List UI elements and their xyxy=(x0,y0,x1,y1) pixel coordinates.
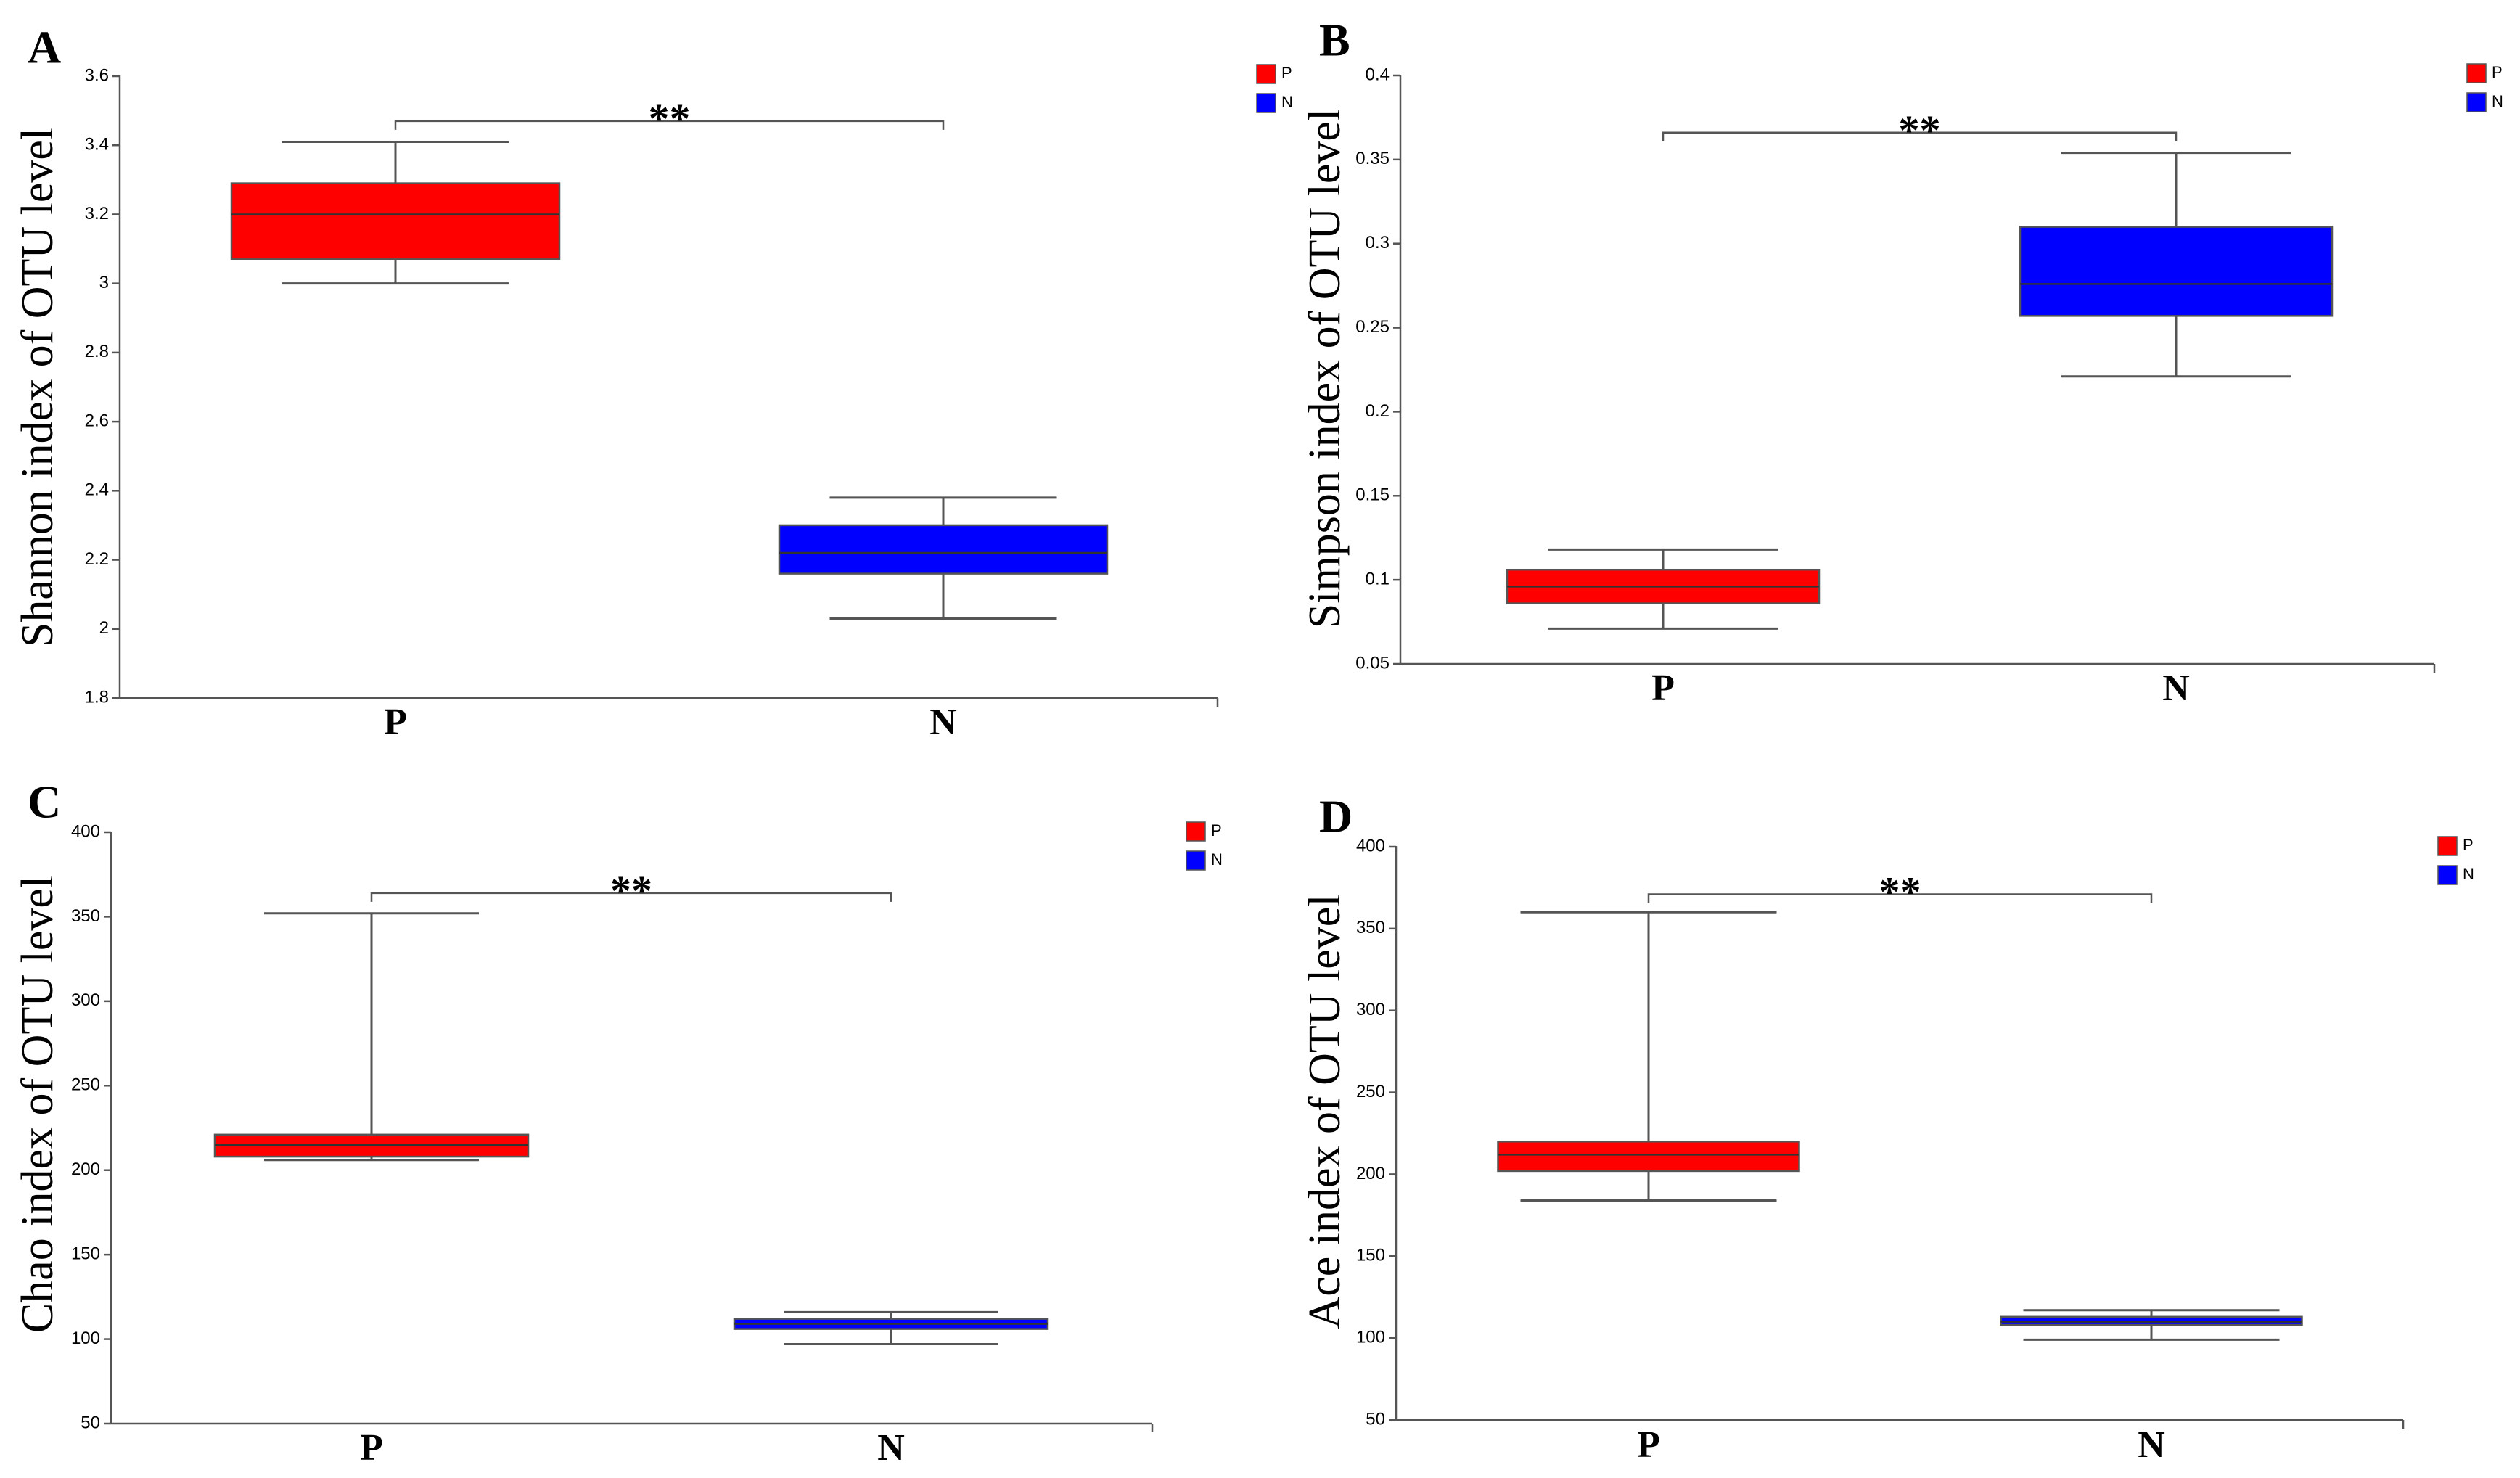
box-n xyxy=(733,1310,1049,1346)
x-category-label-p: P xyxy=(360,1427,383,1469)
y-tick-label: 0.2 xyxy=(1366,401,1390,421)
y-tick-label: 3 xyxy=(99,273,109,292)
panel-label-a: A xyxy=(28,22,61,73)
y-tick-label: 400 xyxy=(1356,836,1385,855)
box-p xyxy=(213,912,530,1162)
legend-label-n: N xyxy=(1281,93,1293,111)
box-n xyxy=(2019,152,2334,378)
box-n xyxy=(2000,1309,2303,1341)
y-tick-label: 0.3 xyxy=(1366,233,1390,253)
y-tick-label: 150 xyxy=(1356,1246,1385,1265)
box-p xyxy=(1506,548,1821,630)
y-tick-label: 2.2 xyxy=(85,549,109,569)
legend-swatch-n xyxy=(1186,850,1206,871)
y-axis-title: Shannon index of OTU level xyxy=(13,128,62,647)
y-tick-label: 2.6 xyxy=(85,411,109,430)
y-tick-label: 300 xyxy=(71,990,100,1010)
legend-swatch-p xyxy=(2437,836,2458,856)
y-tick-label: 3.2 xyxy=(85,204,109,223)
y-tick-label: 3.6 xyxy=(85,65,109,85)
y-tick-label: 300 xyxy=(1356,1000,1385,1019)
y-tick-label: 0.15 xyxy=(1355,485,1390,505)
panel-label-c: C xyxy=(28,776,61,828)
x-category-label-p: P xyxy=(1637,1424,1660,1466)
significance-bracket xyxy=(1647,893,2153,903)
panel-b: B Simpson index of OTU level 0.05 0.1 0.15 0.… xyxy=(1300,15,2503,709)
significance-bracket xyxy=(394,120,945,130)
significance-bracket xyxy=(1662,131,2178,141)
legend-swatch-p xyxy=(2466,63,2487,83)
y-tick-label: 200 xyxy=(71,1159,100,1179)
y-tick-label: 50 xyxy=(1366,1409,1385,1429)
y-tick-label: 250 xyxy=(71,1075,100,1095)
legend-swatch-p xyxy=(1186,821,1206,842)
legend-swatch-n xyxy=(2466,92,2487,112)
box-p xyxy=(1497,911,1800,1202)
x-category-label-n: N xyxy=(877,1427,905,1469)
y-tick-label: 0.05 xyxy=(1355,653,1390,673)
x-category-label-n: N xyxy=(2138,1424,2165,1466)
y-tick-label: 350 xyxy=(1356,918,1385,937)
y-tick-label: 2 xyxy=(99,618,109,638)
legend-swatch-n xyxy=(2437,865,2458,885)
y-tick-label: 150 xyxy=(71,1244,100,1263)
y-tick-label: 0.25 xyxy=(1355,317,1390,337)
y-tick-label: 0.1 xyxy=(1366,569,1390,588)
y-tick-label: 350 xyxy=(71,906,100,926)
legend-label-p: P xyxy=(1281,64,1292,82)
y-tick-label: 2.8 xyxy=(85,342,109,361)
legend-label-n: N xyxy=(1211,850,1223,869)
panel-label-b: B xyxy=(1319,15,1350,66)
box-p xyxy=(230,140,561,285)
legend-label-p: P xyxy=(2463,836,2474,854)
y-tick-label: 1.8 xyxy=(85,687,109,707)
significance-stars: ** xyxy=(1879,868,1921,915)
x-category-label-n: N xyxy=(929,702,957,743)
y-tick-label: 50 xyxy=(81,1413,100,1432)
y-tick-label: 100 xyxy=(1356,1327,1385,1347)
y-axis-title: Chao index of OTU level xyxy=(13,876,62,1333)
y-tick-label: 0.4 xyxy=(1366,65,1390,84)
y-tick-label: 3.4 xyxy=(85,135,109,155)
box-body-p xyxy=(230,182,561,260)
legend-label-p: P xyxy=(2492,63,2503,81)
y-axis-title: Simpson index of OTU level xyxy=(1300,109,1350,628)
x-category-label-p: P xyxy=(1651,668,1675,709)
y-tick-label: 100 xyxy=(71,1329,100,1348)
y-tick-label: 400 xyxy=(71,821,100,841)
significance-stars: ** xyxy=(1899,107,1941,154)
significance-stars: ** xyxy=(649,95,691,142)
significance-stars: ** xyxy=(610,867,652,914)
box-body-n xyxy=(2019,226,2334,317)
y-tick-label: 2.4 xyxy=(85,480,109,500)
y-tick-label: 0.35 xyxy=(1355,149,1390,168)
box-body-n xyxy=(778,524,1109,575)
y-tick-label: 200 xyxy=(1356,1164,1385,1183)
legend-swatch-n xyxy=(1256,93,1276,113)
panel-c: C Chao index of OTU level 50 100 150 200 250 30… xyxy=(13,776,1223,1469)
panel-a: A Shannon index of OTU level 1.8 2 2.2 2.4 2.6… xyxy=(13,22,1293,743)
panel-label-d: D xyxy=(1319,791,1353,842)
y-axis-title: Ace index of OTU level xyxy=(1300,894,1350,1329)
x-category-label-n: N xyxy=(2162,668,2190,709)
legend-label-n: N xyxy=(2492,92,2503,110)
box-body-p xyxy=(1497,1141,1800,1173)
legend-swatch-p xyxy=(1256,64,1276,84)
legend-label-p: P xyxy=(1211,821,1222,839)
x-category-label-p: P xyxy=(384,702,407,743)
legend-label-n: N xyxy=(2463,865,2474,883)
panel-d: D Ace index of OTU level 50 100 150 200 250 300… xyxy=(1300,791,2474,1466)
significance-bracket xyxy=(370,892,892,902)
y-tick-label: 250 xyxy=(1356,1082,1385,1101)
box-n xyxy=(778,496,1109,620)
